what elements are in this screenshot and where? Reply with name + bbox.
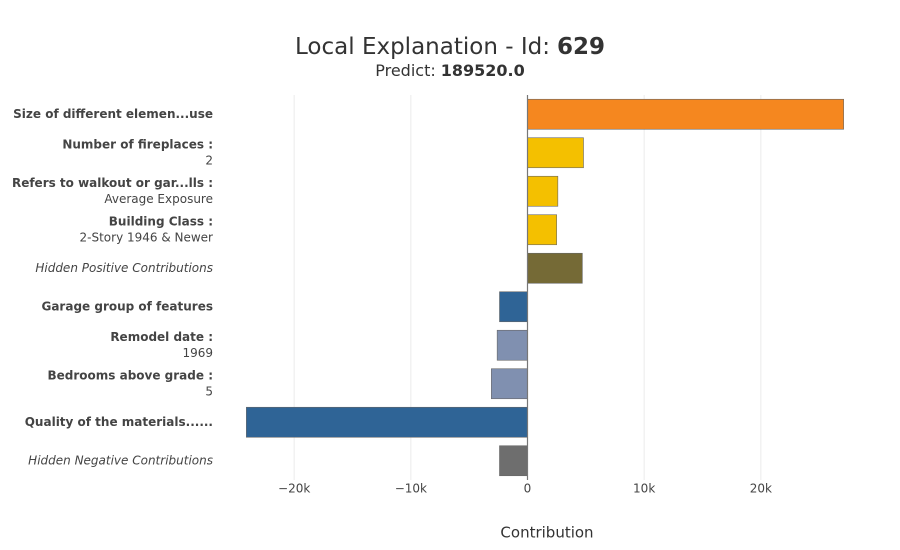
chart-title: Local Explanation - Id: 629 — [295, 34, 605, 60]
feature-value: 5 — [205, 384, 213, 398]
title-text: Local Explanation - Id: — [295, 34, 550, 60]
bar — [527, 214, 557, 246]
x-tick-label: −20k — [278, 482, 310, 496]
x-tick-label: 20k — [750, 482, 772, 496]
feature-value: Average Exposure — [104, 192, 213, 206]
bar — [491, 368, 528, 400]
bar — [527, 98, 844, 130]
chart-subtitle: Predict: 189520.0 — [375, 61, 525, 80]
feature-value: 2-Story 1946 & Newer — [80, 230, 214, 244]
subtitle-text: Predict: — [375, 61, 436, 80]
x-tick-label: 0 — [524, 482, 532, 496]
y-tick-label: Number of fireplaces : — [62, 137, 213, 151]
bar — [496, 329, 528, 361]
feature-value: 1969 — [182, 346, 213, 360]
bar — [246, 406, 528, 438]
bar — [499, 445, 528, 477]
bar — [527, 137, 584, 169]
y-tick-label: Size of different elemen...use — [13, 107, 213, 121]
y-tick-label: Garage group of features — [41, 299, 213, 313]
y-tick-label: Bedrooms above grade : — [48, 368, 214, 382]
feature-value: 2 — [205, 153, 213, 167]
y-tick-label: Hidden Negative Contributions — [28, 453, 213, 467]
bar — [499, 291, 528, 323]
y-tick-label: Refers to walkout or gar...lls : — [12, 176, 213, 190]
bar — [527, 175, 559, 207]
title-id: 629 — [557, 34, 605, 60]
bar — [527, 252, 583, 284]
x-tick-label: −10k — [395, 482, 427, 496]
x-tick-label: 10k — [633, 482, 655, 496]
y-tick-label: Quality of the materials...... — [25, 415, 213, 429]
y-tick-label: Remodel date : — [110, 330, 213, 344]
prediction: 189520.0 — [441, 61, 525, 80]
y-tick-label: Building Class : — [109, 214, 213, 228]
x-axis-label: Contribution — [500, 524, 593, 542]
y-tick-label: Hidden Positive Contributions — [35, 261, 213, 275]
